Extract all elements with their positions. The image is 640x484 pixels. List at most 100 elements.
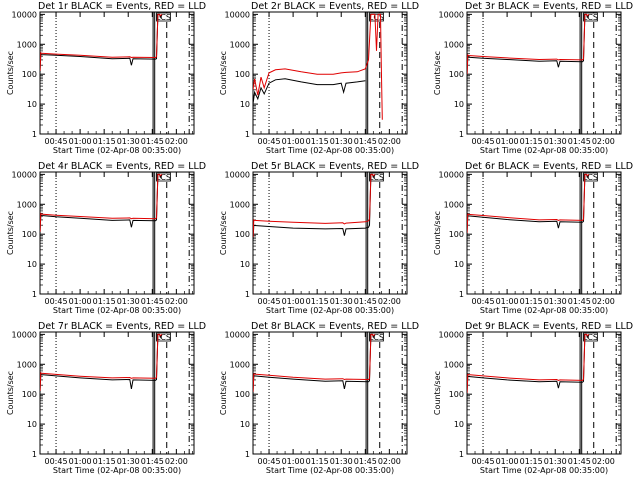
x-tick-label: 01:45 (568, 297, 591, 306)
series-events (253, 333, 376, 395)
lcs-marker-box (156, 172, 171, 182)
series-events (467, 333, 590, 396)
y-tick-label: 1000 (444, 360, 464, 369)
x-tick-label: 01:30 (117, 297, 140, 306)
x-tick-label: 01:45 (141, 457, 164, 466)
series-events (467, 13, 590, 78)
x-tick-label: 00:45 (258, 297, 281, 306)
x-tick-label: 01:45 (568, 457, 591, 466)
plot-frame (39, 331, 195, 455)
y-tick-label: 1 (245, 130, 250, 139)
series-events (40, 333, 163, 393)
y-tick-label: 10000 (439, 10, 464, 19)
x-tick-label: 02:00 (165, 457, 188, 466)
series-lld (253, 173, 376, 238)
x-tick-label: 01:00 (496, 137, 519, 146)
panel-title: Det 7r BLACK = Events, RED = LLD (38, 321, 206, 332)
y-tick-label: 1000 (17, 40, 37, 49)
lcs-marker-box (583, 12, 598, 22)
series-lld (253, 13, 383, 120)
x-tick-label: 01:30 (117, 457, 140, 466)
x-tick-label: 01:45 (354, 137, 377, 146)
x-tick-label: 00:45 (45, 297, 68, 306)
x-tick-label: 01:15 (93, 457, 116, 466)
x-axis-label: Start Time (02-Apr-08 00:35:00) (480, 306, 608, 315)
series-lld (253, 333, 376, 392)
series-events (253, 173, 376, 241)
panel-title: Det 6r BLACK = Events, RED = LLD (465, 161, 633, 172)
series-lld (40, 173, 163, 232)
x-tick-label: 02:00 (378, 297, 401, 306)
y-tick-label: 10 (240, 100, 250, 109)
y-tick-label: 100 (449, 70, 464, 79)
panel-det-7: Det 7r BLACK = Events, RED = LLD 1 10 100 10… (6, 321, 206, 475)
x-tick-label: 02:00 (378, 457, 401, 466)
x-tick-label: 00:45 (258, 137, 281, 146)
x-tick-label: 01:00 (69, 297, 92, 306)
series-events (40, 173, 163, 235)
x-tick-label: 01:45 (568, 137, 591, 146)
y-axis-label: Counts/sec (219, 211, 228, 255)
series-events (467, 173, 590, 236)
series-events (40, 13, 163, 73)
y-tick-label: 100 (449, 390, 464, 399)
x-tick-label: 01:15 (306, 137, 329, 146)
lcs-marker-box (156, 332, 171, 342)
y-tick-label: 1 (32, 450, 37, 459)
y-tick-label: 1 (245, 290, 250, 299)
x-axis-label: Start Time (02-Apr-08 00:35:00) (53, 466, 181, 475)
y-axis-label: Counts/sec (219, 51, 228, 95)
y-tick-label: 10000 (225, 10, 250, 19)
y-tick-label: 10000 (12, 10, 37, 19)
x-axis-label: Start Time (02-Apr-08 00:35:00) (480, 466, 608, 475)
plot-frame (39, 171, 195, 295)
x-tick-label: 01:15 (93, 137, 116, 146)
x-tick-label: 01:30 (330, 137, 353, 146)
plot-frame (466, 331, 622, 455)
x-tick-label: 01:00 (69, 457, 92, 466)
y-tick-label: 10000 (439, 330, 464, 339)
lcs-marker-label: LCS (583, 173, 598, 182)
panel-title: Det 8r BLACK = Events, RED = LLD (251, 321, 419, 332)
y-tick-label: 100 (22, 70, 37, 79)
x-axis-label: Start Time (02-Apr-08 00:35:00) (266, 306, 394, 315)
y-tick-label: 1 (32, 130, 37, 139)
y-tick-label: 10 (454, 420, 464, 429)
x-tick-label: 00:45 (472, 137, 495, 146)
y-tick-label: 10000 (12, 330, 37, 339)
y-axis-label: Counts/sec (6, 51, 15, 95)
plot-frame (252, 331, 408, 455)
lcs-marker-box (369, 332, 384, 342)
y-tick-label: 1 (459, 450, 464, 459)
panel-det-4: Det 4r BLACK = Events, RED = LLD 1 10 100 10… (6, 161, 206, 315)
lcs-marker-label: LCS (583, 13, 598, 22)
y-tick-label: 1000 (230, 40, 250, 49)
y-tick-label: 100 (235, 70, 250, 79)
x-tick-label: 01:00 (282, 457, 305, 466)
y-tick-label: 10 (240, 420, 250, 429)
x-tick-label: 01:30 (544, 137, 567, 146)
x-tick-label: 02:00 (592, 297, 615, 306)
y-tick-label: 10 (454, 100, 464, 109)
y-tick-label: 100 (22, 390, 37, 399)
y-axis-label: Counts/sec (6, 211, 15, 255)
y-tick-label: 100 (22, 230, 37, 239)
y-tick-label: 1 (32, 290, 37, 299)
lcs-marker-box (156, 12, 171, 22)
plot-frame (252, 11, 408, 135)
y-axis-label: Counts/sec (433, 371, 442, 415)
y-tick-label: 10 (27, 420, 37, 429)
lcs-marker-label: LCS (156, 13, 171, 22)
panel-det-3: Det 3r BLACK = Events, RED = LLD 1 10 100 10… (433, 1, 633, 155)
panel-det-2: Det 2r BLACK = Events, RED = LLD 1 10 100 10… (219, 1, 419, 155)
panel-title: Det 4r BLACK = Events, RED = LLD (38, 161, 206, 172)
y-tick-label: 1000 (444, 200, 464, 209)
lcs-marker-box (583, 172, 598, 182)
x-tick-label: 02:00 (165, 137, 188, 146)
series-events (253, 78, 366, 105)
x-tick-label: 01:00 (496, 457, 519, 466)
series-lld (467, 333, 590, 393)
lcs-marker-box (369, 172, 384, 182)
x-tick-label: 01:45 (354, 297, 377, 306)
y-tick-label: 1 (459, 130, 464, 139)
